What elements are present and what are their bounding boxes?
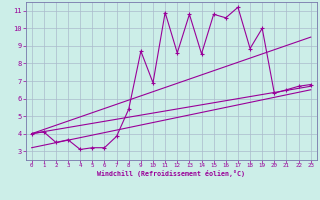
X-axis label: Windchill (Refroidissement éolien,°C): Windchill (Refroidissement éolien,°C) (97, 170, 245, 177)
